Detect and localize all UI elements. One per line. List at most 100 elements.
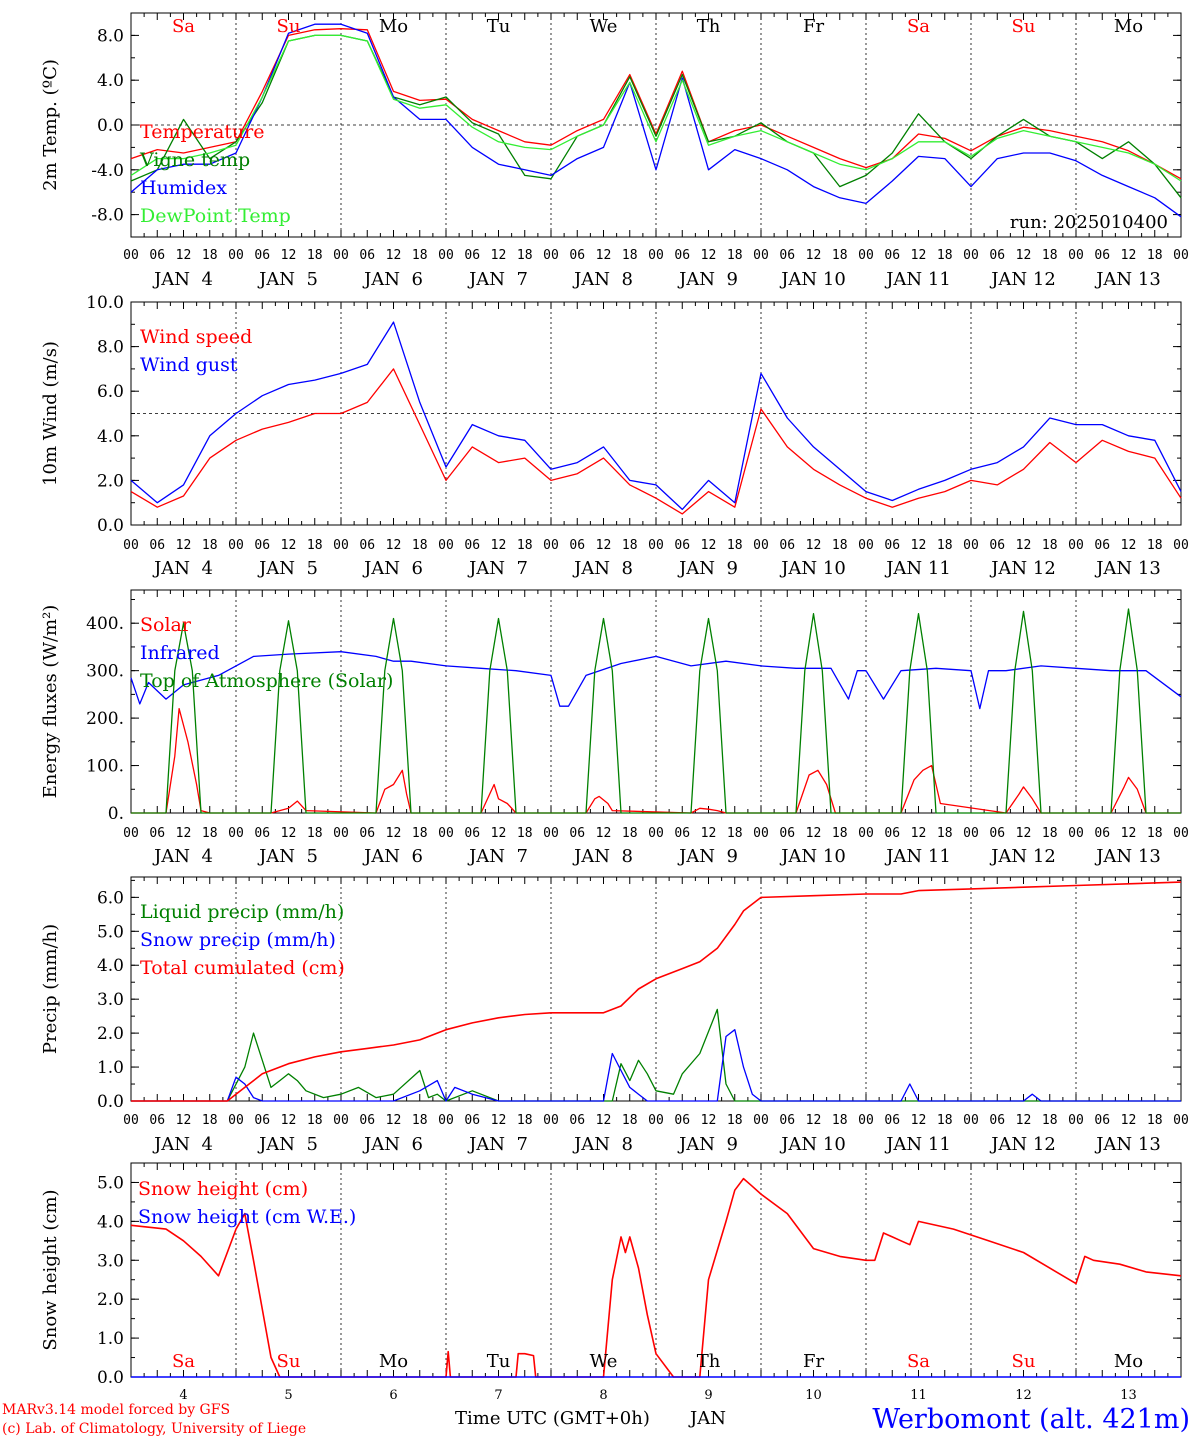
hour-tick-label: 00 — [1173, 248, 1189, 263]
date-label: JAN 4 — [152, 846, 213, 867]
series-line-dewpoint-temp — [130, 34, 1182, 182]
day-number-label: 9 — [704, 1388, 712, 1403]
hour-tick-label: 12 — [386, 1113, 402, 1128]
hour-tick-label: 00 — [1173, 538, 1189, 553]
hour-tick-label: 12 — [911, 826, 927, 841]
hour-tick-label: 18 — [1147, 538, 1163, 553]
date-label: JAN 7 — [467, 1134, 528, 1155]
y-tick-label: 2.0 — [97, 471, 124, 491]
hour-tick-label: 00 — [123, 538, 139, 553]
hour-tick-label: 12 — [701, 248, 717, 263]
hour-tick-label: 06 — [569, 538, 585, 553]
panel-3: 400. 300. 200. 100. 0. Energy fluxes (W/m²) So… — [40, 589, 1189, 867]
hour-tick-label: 18 — [307, 826, 323, 841]
hour-tick-label: 06 — [359, 538, 375, 553]
hour-tick-label: 12 — [491, 538, 507, 553]
hour-tick-label: 00 — [228, 826, 244, 841]
date-label: JAN 13 — [1094, 558, 1161, 579]
panel-2: 10.0 8.0 6.0 4.0 2.0 0.0 10m Wind (m/s) Wind sp… — [40, 293, 1189, 579]
y-axis-title: Energy fluxes (W/m²) — [40, 605, 61, 799]
hour-tick-label: 12 — [1016, 826, 1032, 841]
hour-tick-label: 06 — [569, 1113, 585, 1128]
weekday-label: Tu — [487, 16, 511, 37]
date-label: JAN 13 — [1094, 846, 1161, 867]
y-axis-title: 10m Wind (m/s) — [40, 341, 61, 486]
hour-tick-label: 18 — [202, 826, 218, 841]
hour-tick-label: 00 — [858, 826, 874, 841]
hour-tick-label: 18 — [202, 1113, 218, 1128]
weekday-label: Fr — [803, 1351, 824, 1372]
hour-tick-label: 18 — [727, 1113, 743, 1128]
hour-tick-label: 06 — [674, 826, 690, 841]
hour-tick-label: 18 — [1042, 1113, 1058, 1128]
y-tick-label: 3.0 — [97, 990, 124, 1010]
hour-tick-label: 18 — [307, 1113, 323, 1128]
hour-tick-label: 00 — [543, 538, 559, 553]
hour-tick-label: 00 — [753, 538, 769, 553]
hour-tick-label: 18 — [517, 248, 533, 263]
hour-tick-label: 00 — [1068, 1113, 1084, 1128]
legend-entry: Vigne temp — [139, 149, 250, 171]
weekday-label: Su — [277, 1351, 301, 1372]
hour-tick-label: 18 — [622, 826, 638, 841]
hour-tick-label: 18 — [832, 1113, 848, 1128]
legend-entry: Temperature — [140, 121, 264, 143]
y-tick-label: 0. — [108, 804, 124, 824]
hour-tick-label: 18 — [937, 248, 953, 263]
hour-tick-label: 00 — [1173, 826, 1189, 841]
y-tick-label: 5.0 — [97, 1173, 124, 1193]
hour-tick-label: 18 — [727, 826, 743, 841]
day-number-label: 6 — [389, 1388, 397, 1403]
hour-tick-label: 06 — [149, 248, 165, 263]
hour-tick-label: 12 — [596, 248, 612, 263]
legend-entry: Liquid precip (mm/h) — [140, 901, 344, 923]
day-number-label: 13 — [1120, 1388, 1137, 1403]
weekday-label: Sa — [172, 1351, 195, 1372]
y-tick-label: 2.0 — [97, 1290, 124, 1310]
hour-tick-label: 06 — [1094, 248, 1110, 263]
hour-tick-label: 00 — [228, 538, 244, 553]
weekday-label: Th — [697, 1351, 721, 1372]
y-tick-label: 0.0 — [97, 1092, 124, 1112]
hour-tick-label: 12 — [281, 538, 297, 553]
day-number-label: 8 — [599, 1388, 607, 1403]
y-tick-label: 4.0 — [97, 1212, 124, 1232]
hour-tick-label: 12 — [701, 826, 717, 841]
hour-tick-label: 18 — [517, 538, 533, 553]
date-label: JAN 6 — [362, 558, 423, 579]
hour-tick-label: 00 — [333, 248, 349, 263]
hour-tick-label: 06 — [779, 248, 795, 263]
panels: 8.0 4.0 0.0 -4.0 -8.0 2m Temp. (ºC) Temperatur… — [40, 12, 1189, 1403]
day-number-label: 12 — [1015, 1388, 1032, 1403]
weekday-label: Th — [697, 16, 721, 37]
y-tick-label: 8.0 — [97, 26, 124, 46]
date-label: JAN 12 — [989, 558, 1056, 579]
hour-tick-label: 18 — [202, 248, 218, 263]
panel-5: 5.0 4.0 3.0 2.0 1.0 0.0 Snow height (cm) Snow h… — [40, 1162, 1182, 1403]
legend-entry: Snow precip (mm/h) — [140, 929, 336, 951]
legend-entry: DewPoint Temp — [140, 205, 291, 227]
hour-tick-label: 18 — [307, 248, 323, 263]
y-tick-label: 6.0 — [97, 382, 124, 402]
hour-tick-label: 18 — [937, 826, 953, 841]
hour-tick-label: 12 — [176, 1113, 192, 1128]
hour-tick-label: 12 — [491, 826, 507, 841]
hour-tick-label: 18 — [832, 248, 848, 263]
hour-tick-label: 00 — [543, 248, 559, 263]
run-label: run: 2025010400 — [1010, 212, 1168, 233]
hour-tick-label: 06 — [779, 1113, 795, 1128]
date-label: JAN 7 — [467, 846, 528, 867]
y-tick-label: 100. — [86, 757, 124, 777]
date-label: JAN 7 — [467, 269, 528, 290]
hour-tick-label: 00 — [753, 248, 769, 263]
hour-tick-label: 18 — [517, 826, 533, 841]
series-line-wind-speed — [130, 368, 1182, 515]
day-number-label: 5 — [284, 1388, 292, 1403]
hour-tick-label: 00 — [123, 248, 139, 263]
date-label: JAN 4 — [152, 1134, 213, 1155]
date-label: JAN 8 — [572, 558, 633, 579]
date-label: JAN 12 — [989, 269, 1056, 290]
legend-entry: Humidex — [140, 177, 227, 199]
hour-tick-label: 18 — [832, 538, 848, 553]
